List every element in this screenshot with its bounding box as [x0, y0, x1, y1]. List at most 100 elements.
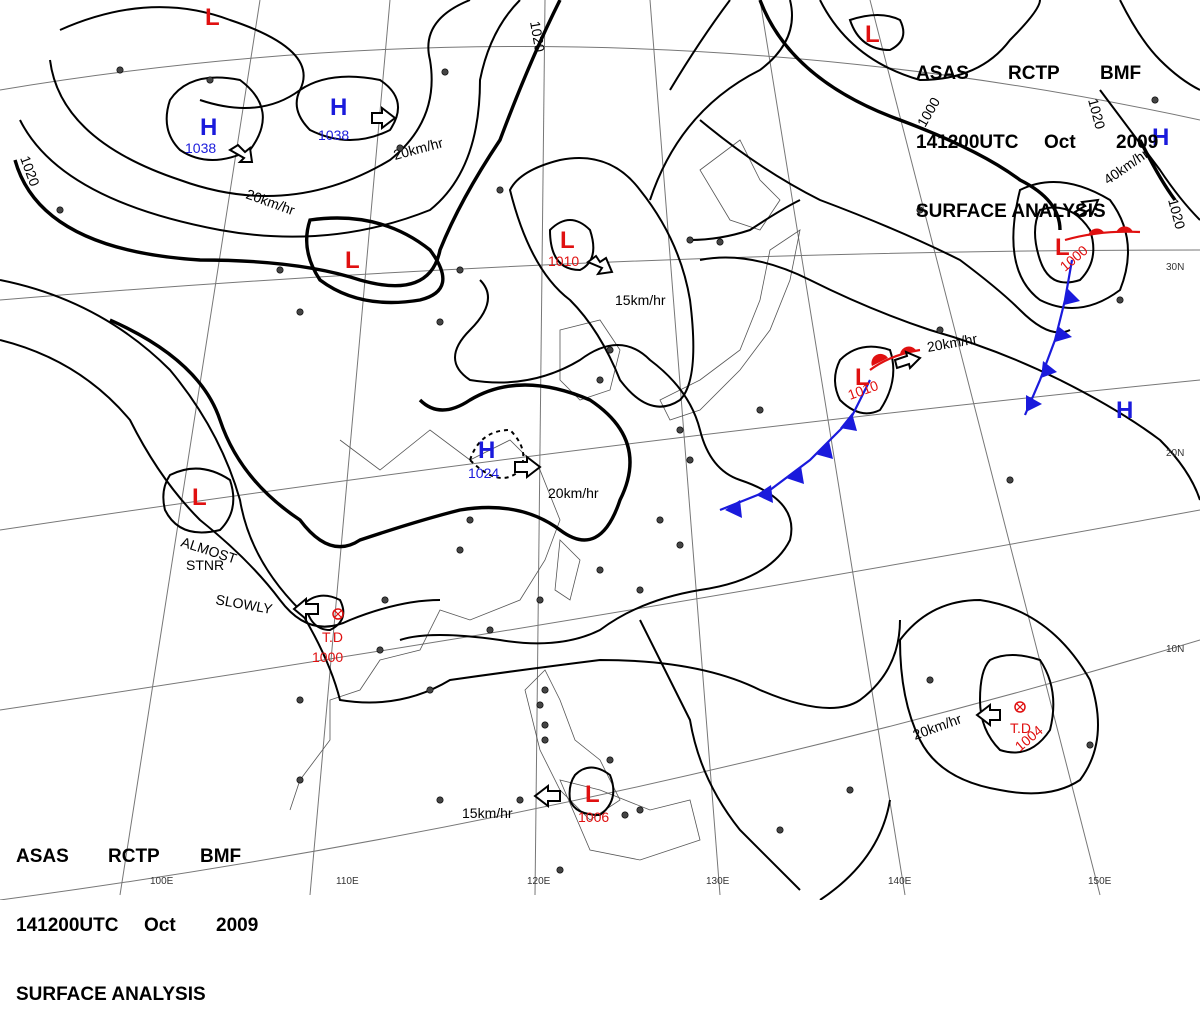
station-marker — [56, 206, 64, 214]
high-pressure-value: 1038 — [185, 140, 216, 156]
annotation-text: STNR — [186, 557, 224, 573]
header-line-3: SURFACE ANALYSIS — [916, 200, 1158, 223]
header-line-2: 141200UTC Oct 2009 — [916, 131, 1158, 154]
front-semicircle — [871, 353, 888, 366]
station-marker — [381, 596, 389, 604]
station-marker — [456, 546, 464, 554]
longitude-line — [869, 0, 1101, 896]
latitude-line — [0, 379, 1200, 531]
high-pressure-marker: H — [200, 114, 217, 141]
low-pressure-marker: L — [205, 4, 220, 31]
high-pressure-marker: H — [1152, 124, 1169, 151]
station-marker — [296, 776, 304, 784]
longitude-label: 120E — [527, 876, 551, 887]
longitude-label: 140E — [888, 876, 912, 887]
header-time: 141200UTC — [16, 915, 119, 936]
cold-front — [719, 259, 1080, 518]
isobar-line — [304, 216, 445, 305]
latitude-label: 30N — [1166, 262, 1184, 273]
header-code: BMF — [200, 846, 242, 867]
isobar-line — [0, 279, 901, 709]
isobar-line — [639, 619, 801, 891]
low-pressure-value: 1006 — [578, 809, 609, 825]
header-product: ASAS — [16, 846, 69, 867]
isobar-line — [548, 219, 595, 272]
station-marker — [756, 406, 764, 414]
header-line-1: ASAS RCTP BMF — [916, 62, 1158, 85]
motion-arrow — [975, 702, 1001, 728]
header-line-2: 141200UTC Oct 2009 — [16, 914, 258, 937]
header-title: SURFACE ANALYSIS — [16, 984, 206, 1005]
isobar-line — [1119, 0, 1200, 91]
front-triangle — [1026, 395, 1042, 412]
longitude-label: 150E — [1088, 876, 1112, 887]
station-marker — [1116, 296, 1124, 304]
isobar-line — [109, 318, 632, 549]
latitude-line — [0, 639, 1200, 900]
tropical-depression-cross — [333, 609, 343, 619]
station-marker — [676, 541, 684, 549]
isobar-line — [468, 428, 525, 479]
motion-arrow — [292, 596, 319, 622]
station-marker — [596, 566, 604, 574]
tropical-depression-symbol — [332, 608, 344, 620]
station-marker — [441, 68, 449, 76]
station-marker — [296, 308, 304, 316]
cold-front-line — [1023, 259, 1074, 416]
longitude-line — [534, 0, 546, 896]
isobar-line-1020 — [13, 0, 562, 288]
motion-arrow — [893, 350, 922, 370]
isobar-line — [649, 0, 793, 201]
station-marker — [276, 266, 284, 274]
tropical-depression-symbol — [1014, 701, 1026, 713]
motion-arrow — [586, 254, 614, 276]
station-marker — [926, 676, 934, 684]
header-station: RCTP — [108, 846, 160, 867]
header-code: BMF — [1100, 63, 1142, 84]
station-marker — [516, 796, 524, 804]
coastline — [559, 319, 621, 401]
front-triangle — [756, 485, 773, 503]
motion-arrow — [371, 105, 397, 131]
station-marker — [1086, 741, 1094, 749]
longitude-label: 110E — [336, 876, 359, 887]
pressure-systems: H 1038 H 1038 H 1024 H H L 1010 L 1010 L… — [185, 4, 1169, 825]
isobar-line — [49, 0, 471, 197]
header-line-1: ASAS RCTP BMF — [16, 845, 258, 868]
low-pressure-marker: L — [865, 21, 880, 48]
isobar-line-1000 — [758, 0, 1062, 231]
front-semicircle — [1116, 226, 1133, 233]
high-pressure-marker: H — [330, 94, 347, 121]
isobar-line — [1034, 206, 1095, 284]
coastline — [524, 669, 621, 821]
station-marker — [426, 686, 434, 694]
isobar-line — [508, 157, 695, 408]
coastline — [699, 139, 781, 231]
low-pressure-value: 1010 — [548, 253, 579, 269]
latitude-label: 20N — [1166, 448, 1184, 459]
station-marker — [686, 456, 694, 464]
station-marker — [556, 866, 564, 874]
station-marker — [846, 786, 854, 794]
coastline — [554, 539, 581, 601]
isobar-line — [295, 75, 399, 141]
station-marker — [776, 826, 784, 834]
station-marker — [686, 236, 694, 244]
motion-arrow — [533, 783, 561, 809]
isobar-line — [848, 14, 905, 52]
station-marker — [536, 701, 544, 709]
station-marker — [936, 326, 944, 334]
isobar-line — [699, 256, 1200, 501]
td-label: T.D — [322, 629, 343, 645]
station-marker — [486, 626, 494, 634]
front-semicircle — [900, 346, 916, 354]
cold-front-line — [719, 379, 871, 512]
warm-front — [869, 226, 1141, 371]
map-header-bottom: ASAS RCTP BMF 141200UTC Oct 2009 SURFACE… — [16, 799, 258, 1029]
low-pressure-marker: L — [560, 227, 575, 254]
isobar-line — [0, 339, 441, 628]
station-marker — [606, 756, 614, 764]
front-triangle — [840, 413, 857, 431]
header-line-3: SURFACE ANALYSIS — [16, 983, 258, 1006]
motion-arrow — [514, 454, 542, 480]
